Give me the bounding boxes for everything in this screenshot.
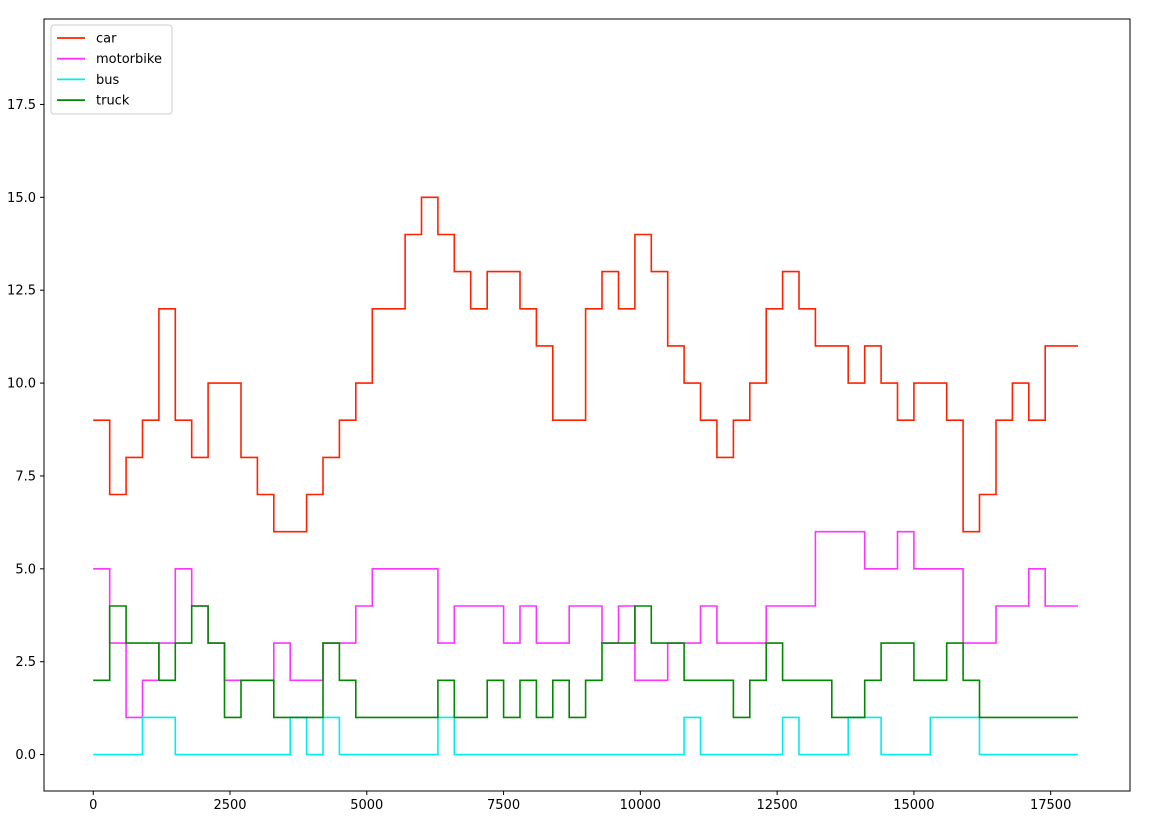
y-tick-label: 2.5: [15, 655, 36, 670]
x-tick-label: 0: [89, 798, 97, 813]
x-tick-label: 10000: [620, 798, 661, 813]
plot-frame: [43, 18, 1131, 792]
y-tick-label: 5.0: [15, 562, 36, 577]
x-tick-label: 2500: [213, 798, 246, 813]
series-line-car: [93, 196, 1078, 533]
series-layer: [93, 196, 1078, 756]
x-tick-label: 5000: [350, 798, 383, 813]
legend-label-car: car: [96, 32, 117, 47]
x-axis: 0 2500 5000 7500 10000 12500 15000 17500: [89, 791, 1071, 813]
y-tick-label: 12.5: [7, 284, 36, 299]
legend-label-motorbike: motorbike: [96, 52, 162, 67]
legend-label-truck: truck: [96, 94, 130, 109]
y-axis: 0.0 2.5 5.0 7.5 10.0 12.5 15.0 17.5: [7, 98, 44, 763]
y-tick-label: 7.5: [15, 469, 36, 484]
x-tick-label: 15000: [893, 798, 934, 813]
plot-area-background: [44, 19, 1130, 791]
series-line-truck: [93, 605, 1078, 719]
legend: car motorbike bus truck: [50, 24, 173, 115]
legend-label-bus: bus: [96, 73, 119, 88]
y-tick-label: 0.0: [15, 748, 36, 763]
series-line-bus: [93, 716, 1078, 756]
x-tick-label: 7500: [487, 798, 520, 813]
y-tick-label: 17.5: [7, 98, 36, 113]
y-tick-label: 10.0: [7, 377, 36, 392]
x-tick-label: 17500: [1030, 798, 1071, 813]
y-tick-label: 15.0: [7, 191, 36, 206]
x-tick-label: 12500: [756, 798, 797, 813]
legend-box: [50, 24, 173, 115]
